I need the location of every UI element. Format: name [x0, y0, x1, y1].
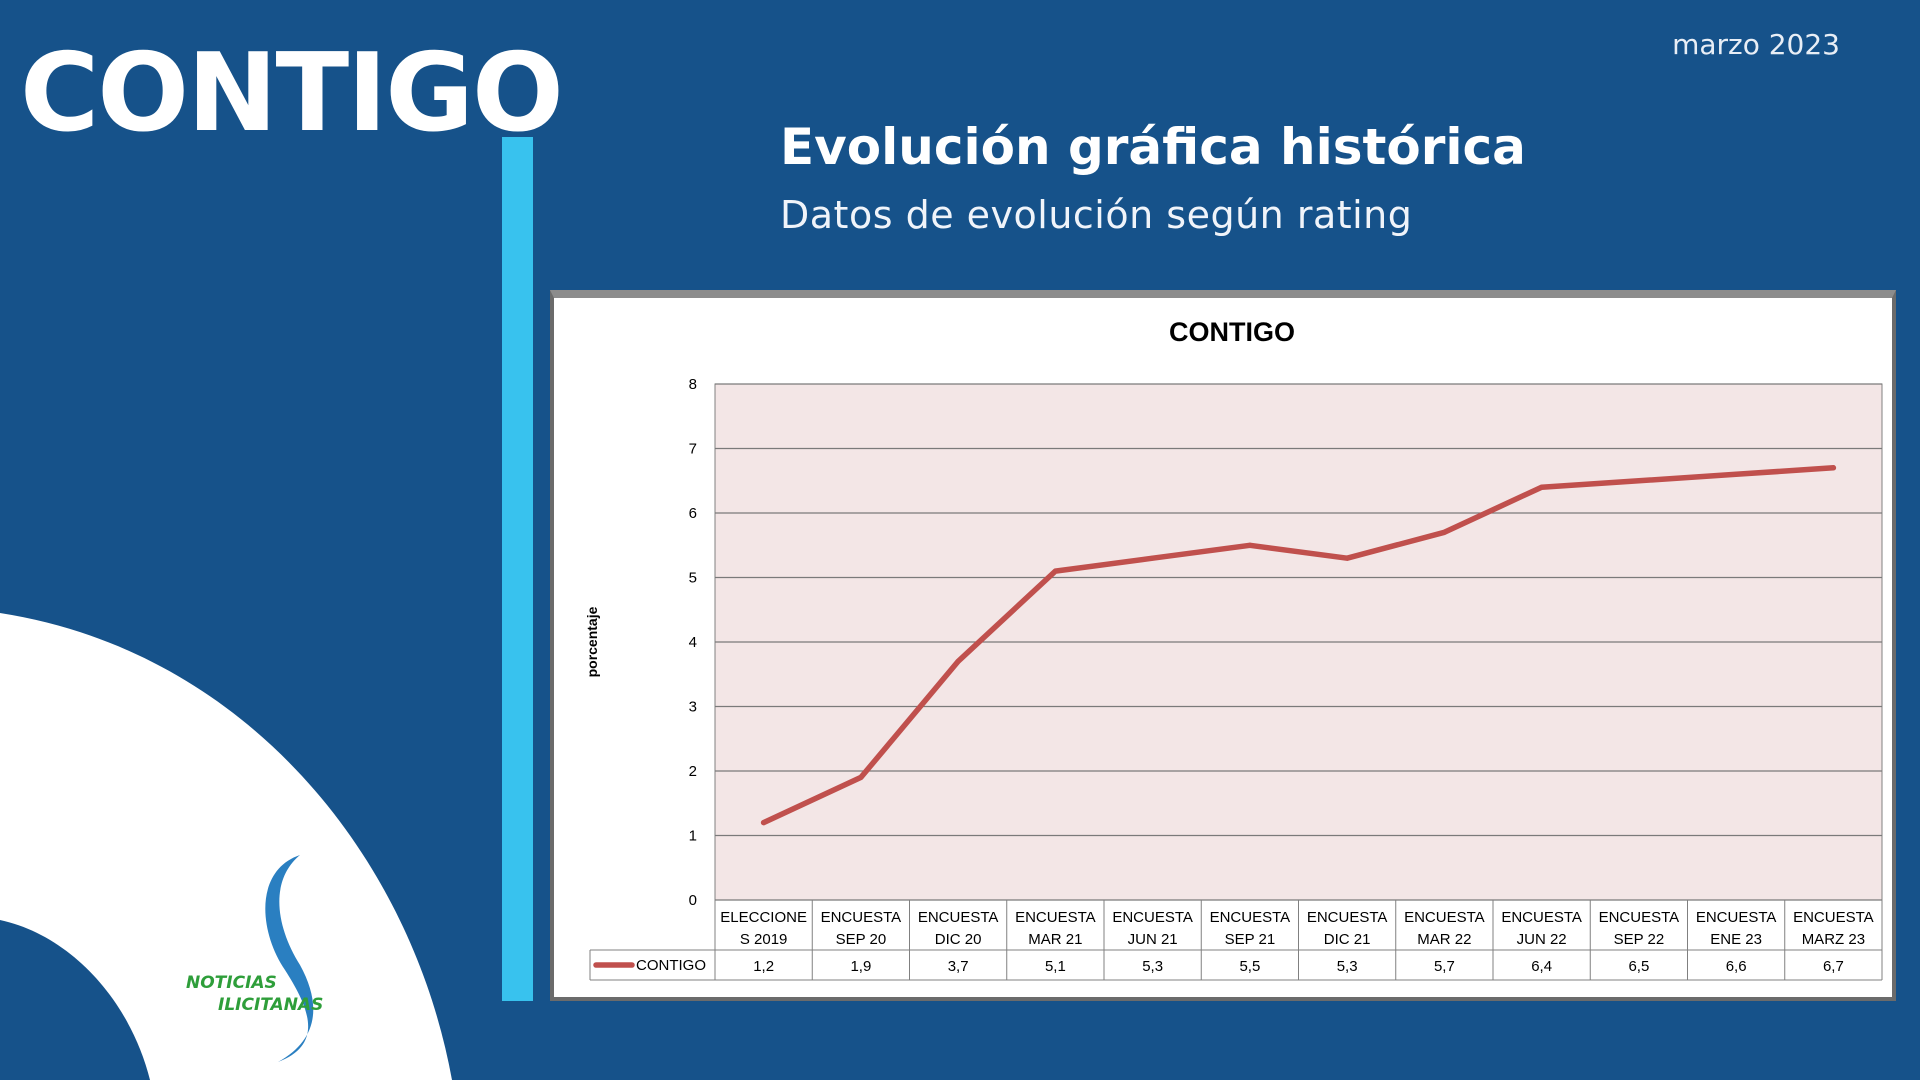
data-point: [1539, 484, 1545, 490]
y-tick-label: 6: [689, 505, 697, 522]
x-tick-label-line1: ENCUESTA: [1210, 909, 1291, 926]
x-tick-label-line2: SEP 20: [836, 931, 887, 948]
y-tick-label: 0: [689, 892, 697, 909]
data-table-value: 6,7: [1823, 958, 1844, 975]
x-tick-label-line1: ENCUESTA: [1599, 909, 1680, 926]
data-table-value: 5,1: [1045, 958, 1066, 975]
legend-label: CONTIGO: [636, 957, 706, 974]
y-tick-label: 8: [689, 376, 697, 393]
data-point: [858, 774, 864, 780]
logo-line-1: NOTICIAS: [186, 973, 277, 993]
line-chart: 0 1 2 3 4 5 6 7 8 CONTIGO porcentaje ELECCIONE S 201…: [584, 317, 1883, 981]
data-table-value: 1,2: [753, 958, 774, 975]
x-tick-label-line2: JUN 21: [1128, 931, 1178, 948]
data-point: [955, 658, 961, 664]
x-tick-label-line2: DIC 21: [1324, 931, 1371, 948]
data-table-value: 6,5: [1628, 958, 1649, 975]
x-tick-label-line2: SEP 22: [1614, 931, 1665, 948]
y-tick-label: 4: [689, 634, 697, 651]
data-point: [1441, 529, 1447, 535]
data-point: [1150, 555, 1156, 561]
data-point: [761, 820, 767, 826]
data-point: [1636, 478, 1642, 484]
y-tick-label: 7: [689, 441, 697, 458]
x-tick-label-line2: SEP 21: [1225, 931, 1276, 948]
logo-text: NOTICIAS ILICITANAS: [186, 972, 323, 1016]
data-table-value: 1,9: [850, 958, 871, 975]
data-table-value: 5,7: [1434, 958, 1455, 975]
data-point: [1052, 568, 1058, 574]
x-tick-label-line2: MARZ 23: [1802, 931, 1865, 948]
y-axis-label: porcentaje: [584, 606, 600, 677]
chart-title: CONTIGO: [1169, 317, 1295, 347]
y-tick-label: 5: [689, 570, 697, 587]
data-table-value: 6,6: [1726, 958, 1747, 975]
series-line-contigo: [760, 465, 1837, 826]
x-tick-label-line1: ENCUESTA: [1015, 909, 1096, 926]
data-point: [1247, 542, 1253, 548]
data-point: [1733, 471, 1739, 477]
blue-corner-shape: [0, 920, 150, 1080]
x-tick-label-line1: ENCUESTA: [821, 909, 902, 926]
x-tick-label-line2: S 2019: [740, 931, 788, 948]
y-tick-label: 3: [689, 699, 697, 716]
x-tick-label-line1: ENCUESTA: [1307, 909, 1388, 926]
logo-line-2: ILICITANAS: [218, 995, 324, 1015]
data-point: [1344, 555, 1350, 561]
report-date: marzo 2023: [1672, 28, 1840, 61]
x-tick-label-line1: ENCUESTA: [1404, 909, 1485, 926]
x-tick-label-line2: ENE 23: [1710, 931, 1762, 948]
x-tick-label-line1: ENCUESTA: [1112, 909, 1193, 926]
page-title: Evolución gráfica histórica: [780, 118, 1526, 176]
white-arc-shape: [0, 613, 452, 1080]
data-table-value: 5,5: [1239, 958, 1260, 975]
brand-title: CONTIGO: [20, 31, 564, 156]
x-tick-label-line1: ENCUESTA: [1793, 909, 1874, 926]
x-tick-label-line1: ENCUESTA: [1501, 909, 1582, 926]
x-tick-label-line2: MAR 21: [1028, 931, 1082, 948]
y-tick-label: 1: [689, 828, 697, 845]
logo-swoosh-icon: [265, 855, 314, 1062]
x-tick-label-line1: ELECCIONE: [720, 909, 807, 926]
x-tick-label-line1: ENCUESTA: [1696, 909, 1777, 926]
data-table-value: 5,3: [1142, 958, 1163, 975]
data-table-value: 6,4: [1531, 958, 1552, 975]
page-subtitle: Datos de evolución según rating: [780, 193, 1413, 237]
x-tick-label-line2: MAR 22: [1417, 931, 1471, 948]
data-table-value: 3,7: [948, 958, 969, 975]
x-tick-label-line1: ENCUESTA: [918, 909, 999, 926]
accent-bar: [502, 137, 533, 1001]
x-tick-label-line2: JUN 22: [1517, 931, 1567, 948]
y-tick-label: 2: [689, 763, 697, 780]
data-table-value: 5,3: [1337, 958, 1358, 975]
x-tick-label-line2: DIC 20: [935, 931, 982, 948]
data-point: [1830, 465, 1836, 471]
